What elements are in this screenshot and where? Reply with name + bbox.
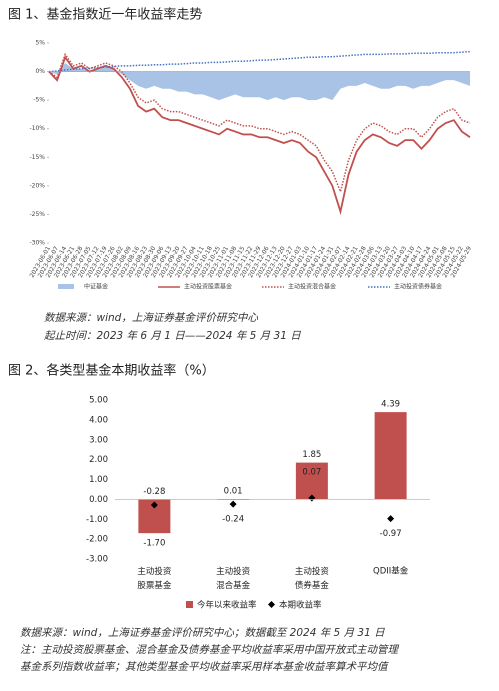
source-note: 数据来源：wind，上海证券基金评价研究中心	[44, 312, 258, 324]
y-tick-label: -3.00	[86, 555, 108, 565]
y-tick-label: -30%	[29, 240, 45, 247]
y-tick-label: -20%	[29, 182, 45, 189]
y-tick-label: -5%	[33, 97, 45, 104]
legend-label: 主动投资混合基金	[288, 283, 336, 291]
line	[48, 52, 471, 194]
y-tick-label: -25%	[29, 211, 45, 218]
y-tick-label: 5%	[35, 40, 45, 47]
x-tick-label: QDII基金	[373, 566, 409, 577]
bar-value-label: 4.39	[381, 400, 400, 410]
diamond-marker	[229, 500, 237, 508]
marker-value-label: -0.97	[380, 529, 402, 539]
x-tick-label: 主动投资混合基金	[216, 566, 251, 591]
x-tick-label: 主动投资股票基金	[137, 566, 172, 591]
y-tick-label: 5.00	[89, 396, 108, 406]
area	[49, 63, 470, 101]
figure-title: 图 2、各类型基金本期收益率（%）	[8, 363, 215, 379]
bar	[295, 462, 328, 500]
source-note: 数据来源：wind，上海证券基金评价研究中心；数据截至 2024 年 5 月 3…	[20, 627, 385, 639]
y-tick-label: -1.00	[86, 515, 108, 525]
y-tick-label: -10%	[29, 125, 45, 132]
legend-label: 今年以来收益率	[197, 600, 257, 611]
legend-label: 主动投资债券基金	[394, 283, 442, 291]
y-tick-label: 0.00	[89, 495, 108, 505]
legend-label: 中证基金	[84, 283, 108, 291]
bar-value-label: 1.85	[302, 450, 321, 460]
y-tick-label: 1.00	[89, 475, 108, 485]
marker-value-label: -0.28	[143, 487, 165, 497]
line	[48, 55, 471, 216]
y-tick-label: 0%	[35, 68, 45, 75]
footnote: 注：主动投资股票基金、混合基金及债券基金平均收益率采用中国开放式主动管理	[20, 644, 399, 656]
y-tick-label: 2.00	[89, 455, 108, 465]
y-tick-label: -15%	[29, 154, 45, 161]
marker-value-label: 0.07	[302, 467, 321, 477]
marker-value-label: -0.24	[222, 515, 244, 525]
legend-label: 本期收益率	[279, 600, 322, 611]
line	[48, 50, 471, 73]
bar-value-label: -1.70	[143, 539, 165, 549]
bar	[374, 412, 407, 500]
x-tick-label: 主动投资债券基金	[295, 566, 330, 591]
diamond-marker	[150, 501, 158, 509]
figure-title: 图 1、基金指数近一年收益率走势	[8, 7, 202, 23]
bar-value-label: 0.01	[224, 487, 243, 497]
legend-swatch	[186, 601, 193, 608]
diamond-marker	[387, 515, 395, 523]
legend-swatch	[58, 284, 74, 289]
y-tick-label: 4.00	[89, 415, 108, 425]
footnote: 基金系列指数收益率；其他类型基金平均收益率采用样本基金收益率算术平均值	[20, 661, 389, 673]
legend-swatch	[268, 601, 275, 608]
period-note: 起止时间：2023 年 6 月 1 日——2024 年 5 月 31 日	[44, 330, 301, 342]
y-tick-label: -2.00	[86, 535, 108, 545]
legend-label: 主动投资股票基金	[184, 283, 232, 291]
y-tick-label: 3.00	[89, 435, 108, 445]
